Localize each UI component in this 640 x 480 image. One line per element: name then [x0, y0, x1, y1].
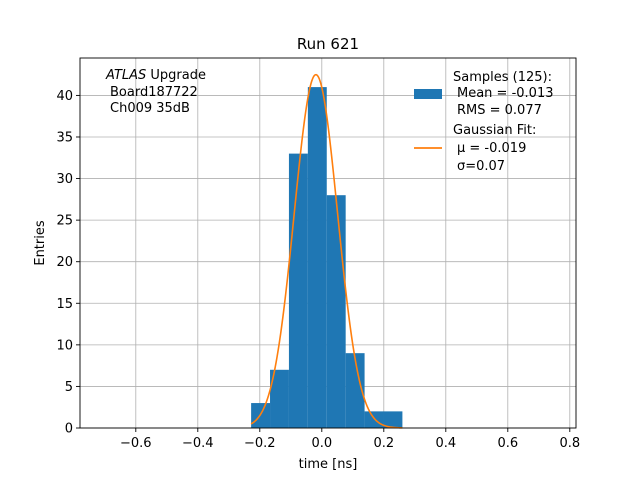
histogram-bar — [364, 411, 384, 428]
legend: Samples (125): Mean = -0.013 RMS = 0.077… — [414, 70, 553, 174]
x-axis-ticks: −0.6 −0.4 −0.2 0.0 0.2 0.4 0.6 0.8 — [120, 428, 580, 451]
legend-histogram-mean: Mean = -0.013 — [457, 86, 553, 101]
chart-title: Run 621 — [297, 35, 359, 53]
legend-fit-sigma: σ=0.07 — [457, 159, 505, 174]
y-tick-label: 30 — [56, 172, 73, 187]
histogram-bar — [345, 353, 365, 428]
svg-text:ATLAS Upgrade: ATLAS Upgrade — [105, 68, 206, 83]
x-tick-label: 0.6 — [497, 436, 518, 451]
y-tick-label: 35 — [56, 130, 73, 145]
plot-frame — [79, 57, 577, 429]
histogram-bar — [326, 195, 346, 428]
legend-histogram-swatch — [414, 89, 442, 99]
annotation-board: Board187722 — [110, 85, 198, 100]
y-tick-label: 40 — [56, 89, 73, 104]
histogram-bar — [307, 87, 327, 428]
x-tick-label: −0.2 — [244, 436, 276, 451]
annotation-atlas-italic: ATLAS — [105, 68, 146, 83]
x-tick-label: 0.0 — [311, 436, 332, 451]
histogram-bar — [383, 411, 403, 428]
x-tick-label: 0.4 — [435, 436, 456, 451]
y-tick-label: 25 — [56, 214, 73, 229]
y-tick-label: 20 — [56, 255, 73, 270]
histogram-bar — [288, 153, 308, 428]
legend-fit-title: Gaussian Fit: — [453, 123, 536, 138]
legend-histogram-rms: RMS = 0.077 — [457, 103, 542, 118]
x-tick-label: 0.8 — [559, 436, 580, 451]
x-tick-label: −0.6 — [120, 436, 152, 451]
y-axis-ticks: 0 5 10 15 20 25 30 35 40 — [56, 89, 80, 437]
histogram-bar — [270, 369, 289, 428]
y-axis-label: Entries — [33, 220, 48, 266]
y-tick-label: 0 — [65, 422, 73, 437]
x-tick-label: 0.2 — [373, 436, 394, 451]
y-tick-label: 10 — [56, 338, 73, 353]
gaussian-fit-line — [250, 73, 403, 429]
annotation-channel: Ch009 35dB — [110, 101, 190, 116]
y-tick-label: 15 — [56, 297, 73, 312]
x-axis-label: time [ns] — [299, 457, 358, 472]
atlas-annotation: ATLAS Upgrade Board187722 Ch009 35dB — [105, 68, 206, 116]
y-tick-label: 5 — [65, 380, 73, 395]
x-tick-label: −0.4 — [182, 436, 214, 451]
legend-histogram-title: Samples (125): — [453, 70, 552, 85]
annotation-upgrade: Upgrade — [146, 68, 206, 83]
legend-fit-mu: μ = -0.019 — [457, 141, 526, 156]
